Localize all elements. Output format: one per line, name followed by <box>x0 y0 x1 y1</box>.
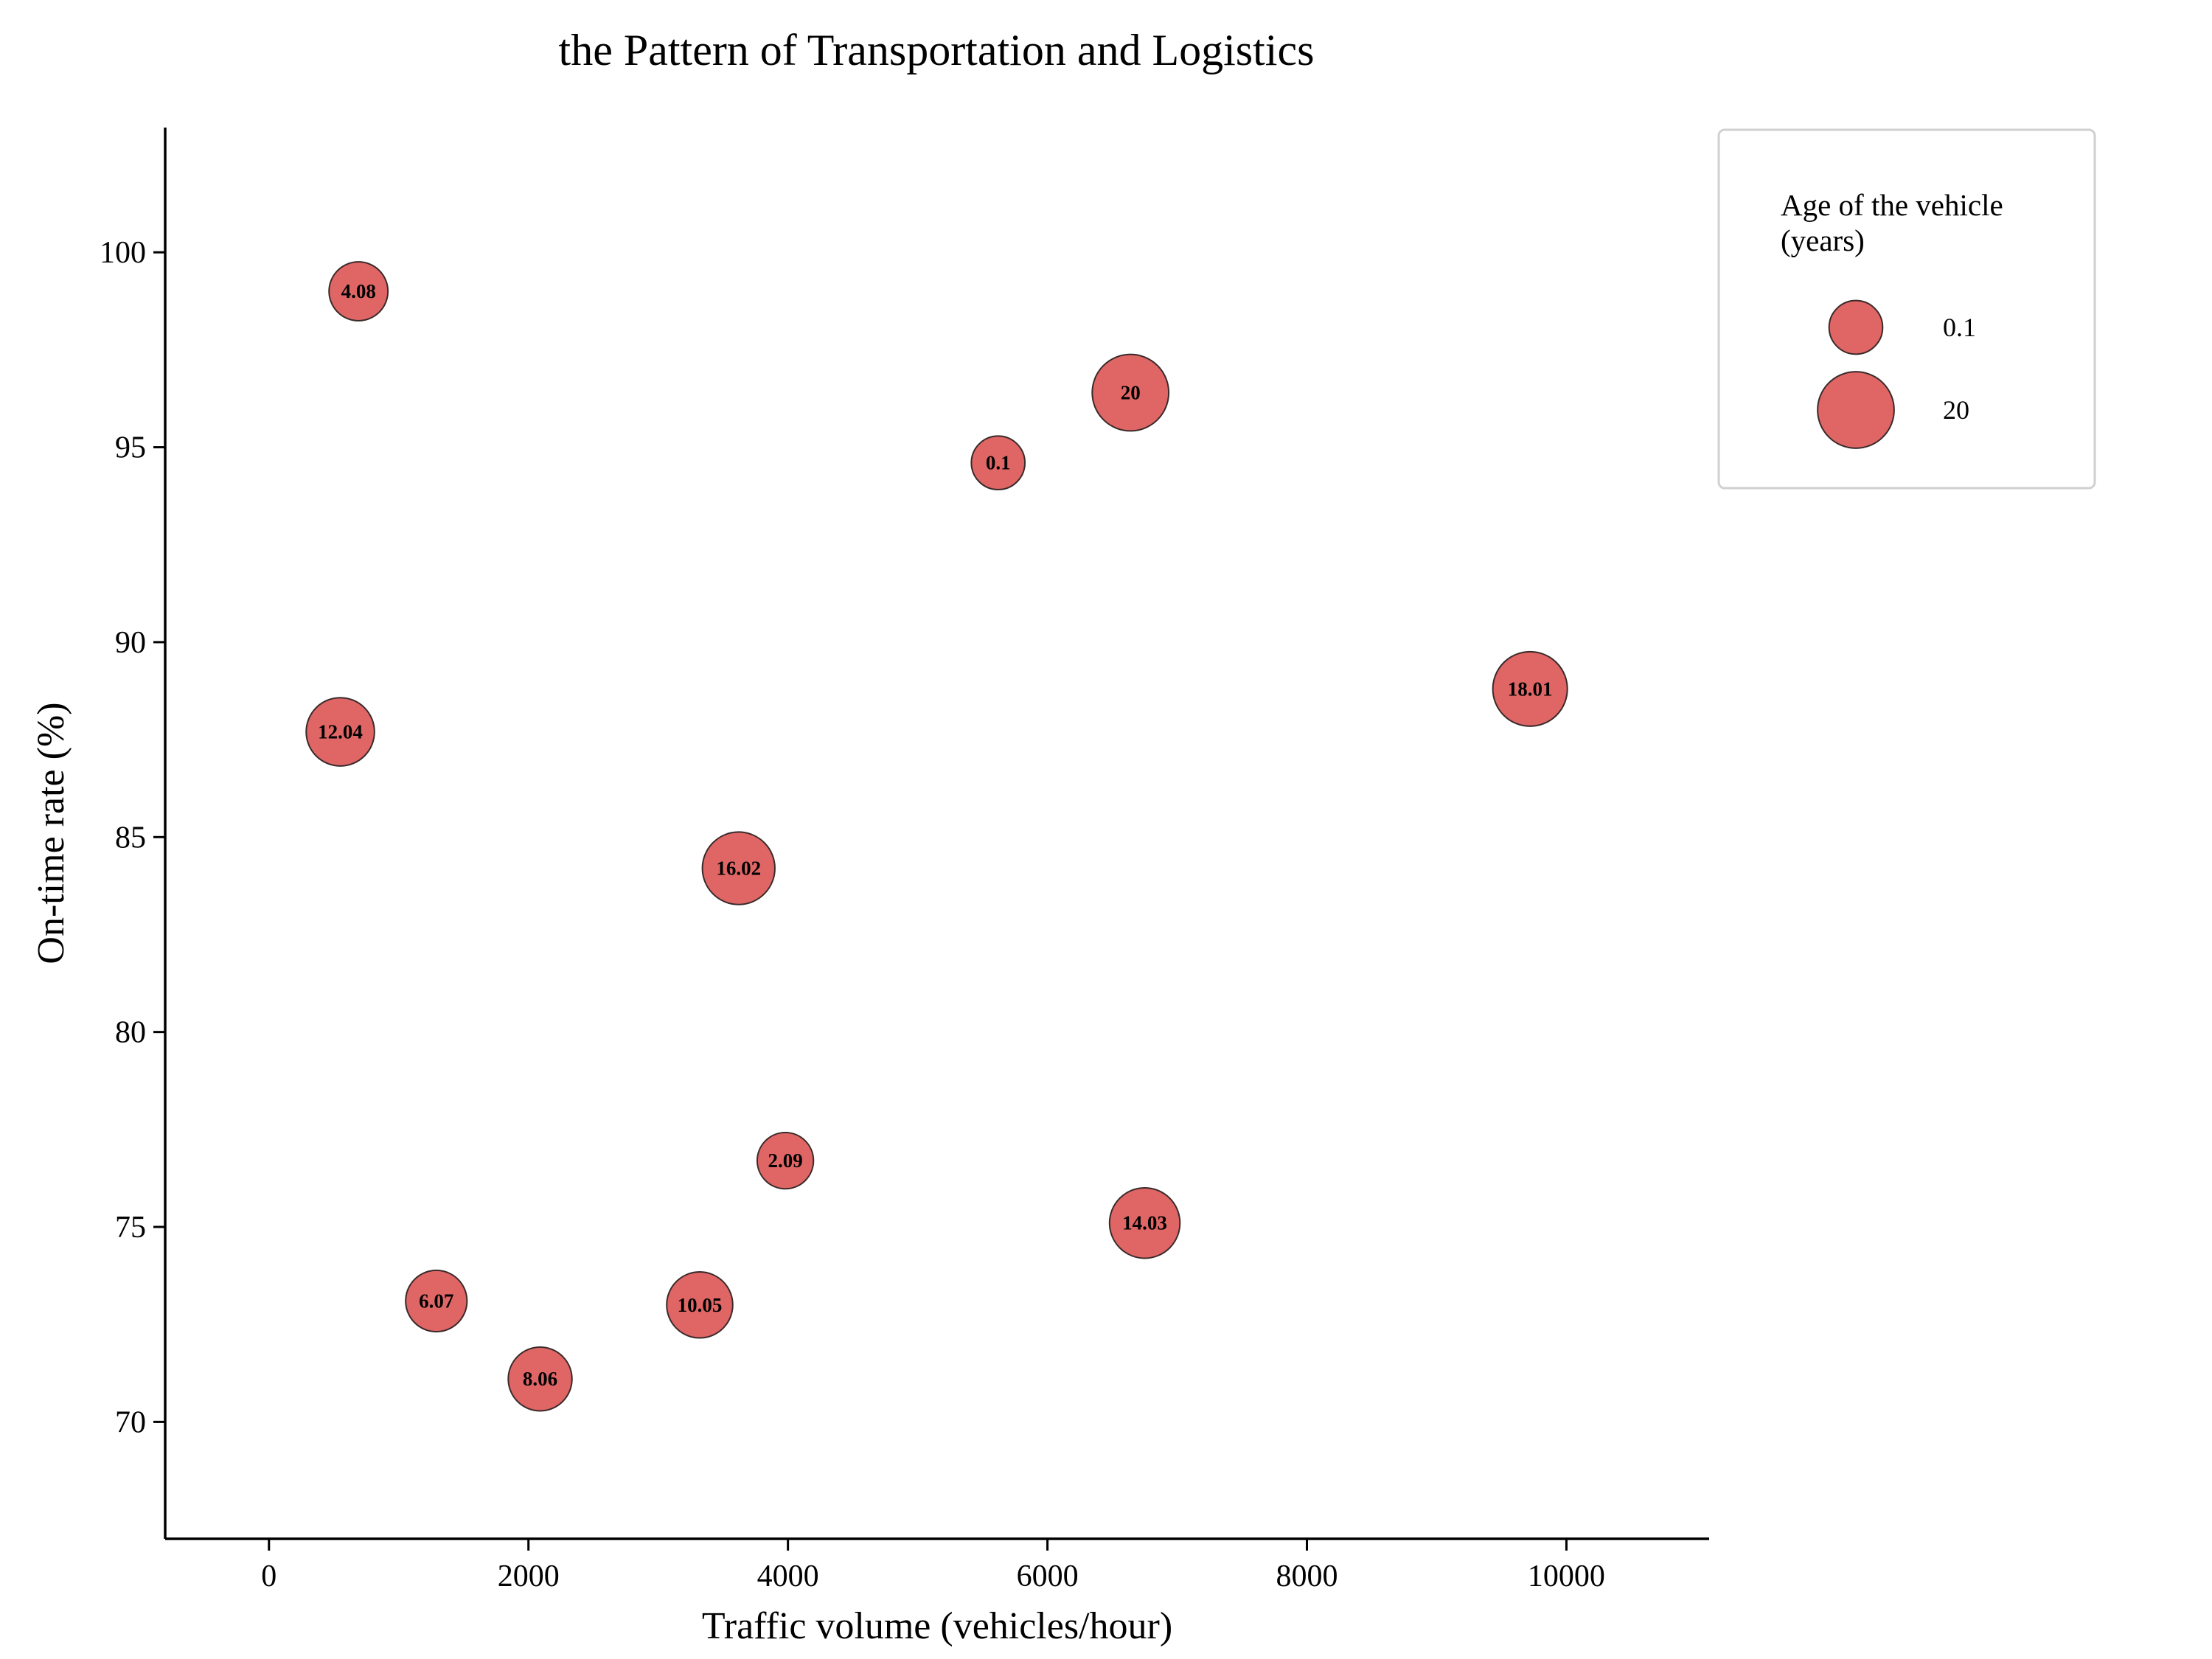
y-tick-label: 90 <box>115 626 146 660</box>
x-tick-label: 6000 <box>1017 1559 1079 1593</box>
legend-entry-label: 0.1 <box>1943 313 1976 342</box>
bubble-label: 2.09 <box>768 1150 802 1172</box>
y-ticks: 70 75 80 85 90 95 100 <box>100 236 165 1439</box>
bubble-label: 20 <box>1121 382 1141 404</box>
bubble <box>328 261 389 321</box>
bubbles: 4.08 20 0.1 18.01 12.04 16.02 2.09 14.03 6.07 10.… <box>305 261 1568 1412</box>
x-tick-label: 10000 <box>1528 1559 1605 1593</box>
bubble <box>1091 353 1170 432</box>
legend-title-line-2: (years) <box>1781 223 1865 257</box>
legend-frame <box>1717 128 2096 490</box>
y-tick-label: 95 <box>115 431 146 465</box>
legend: Age of the vehicle (years) 0.1 20 <box>1717 128 2096 490</box>
legend-title: Age of the vehicle <box>1781 188 2003 222</box>
bubble-label: 16.02 <box>716 858 761 880</box>
bubble <box>701 831 776 905</box>
bubble-label: 4.08 <box>341 280 376 302</box>
y-tick-label: 85 <box>115 821 146 855</box>
bubble <box>507 1346 573 1412</box>
bubble-label: 8.06 <box>523 1368 557 1390</box>
bubble <box>666 1270 734 1339</box>
legend-marker <box>1817 371 1895 449</box>
x-tick-label: 4000 <box>757 1559 819 1593</box>
bubble-label: 12.04 <box>318 721 363 743</box>
y-tick-label: 80 <box>115 1016 146 1050</box>
axes <box>164 128 1709 1540</box>
legend-entry-label: 20 <box>1943 395 1969 425</box>
bubble <box>305 697 375 767</box>
legend-marker <box>1828 299 1884 355</box>
bubble <box>970 435 1026 491</box>
bubble-label: 6.07 <box>419 1290 453 1312</box>
x-tick-label: 0 <box>261 1559 276 1593</box>
bubble-label: 0.1 <box>986 452 1011 474</box>
bubble <box>756 1131 815 1190</box>
x-ticks: 0 2000 4000 6000 8000 10000 <box>261 1539 1605 1593</box>
y-axis-label: On-time rate (%) <box>30 702 72 964</box>
x-axis-label: Traffic volume (vehicles/hour) <box>702 1605 1172 1647</box>
bubble-label: 14.03 <box>1122 1212 1167 1234</box>
y-tick-label: 70 <box>115 1405 146 1439</box>
y-tick-label: 100 <box>100 236 146 270</box>
bubble <box>405 1269 468 1333</box>
bubble-label: 18.01 <box>1508 678 1553 700</box>
x-tick-label: 8000 <box>1276 1559 1338 1593</box>
bubble <box>1108 1186 1181 1259</box>
chart-title: the Pattern of Transportation and Logist… <box>559 26 1315 74</box>
x-tick-label: 2000 <box>498 1559 560 1593</box>
y-tick-label: 75 <box>115 1211 146 1245</box>
legend-entries: 0.1 20 <box>1817 299 1976 449</box>
bubble-label: 10.05 <box>678 1294 723 1316</box>
bubble <box>1492 650 1568 727</box>
